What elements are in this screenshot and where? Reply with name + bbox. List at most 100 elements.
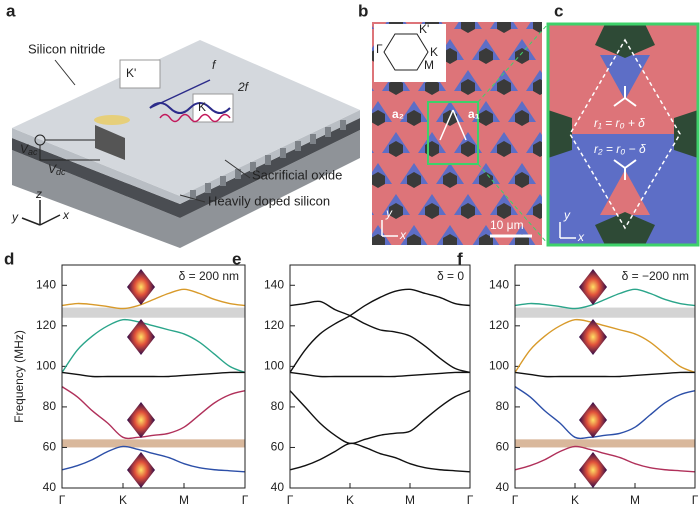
y-tick-label: 120 — [489, 318, 509, 332]
panel-letter: f — [457, 249, 463, 268]
y-tick-label: 140 — [36, 277, 56, 291]
label: z — [35, 187, 42, 201]
panel-letter: d — [4, 249, 14, 268]
axes-triad — [21, 200, 61, 226]
label: Vdc — [48, 162, 66, 177]
band-line — [289, 442, 471, 473]
x-tick-label: K — [119, 493, 127, 507]
annotation: δ = −200 nm — [622, 269, 689, 283]
y-tick-label: 100 — [36, 359, 56, 373]
y-tick-label: 40 — [271, 480, 285, 494]
annotation: δ = 0 — [437, 269, 464, 283]
label: K — [430, 45, 438, 59]
holes — [190, 120, 346, 200]
label: x — [577, 230, 585, 244]
label: Γ — [376, 42, 383, 56]
y-tick-label: 80 — [496, 399, 510, 413]
plot-frame — [514, 264, 696, 489]
x-tick-label: K — [571, 493, 579, 507]
plot-frame — [289, 264, 471, 489]
label: r₁ = r₀ + δ — [594, 116, 645, 130]
radius-arrows — [613, 86, 637, 180]
label: Sacrificial oxide — [252, 167, 342, 182]
y-tick-label: 120 — [264, 318, 284, 332]
zoom-box — [427, 101, 479, 165]
label: 2f — [237, 80, 250, 94]
x-tick-label: M — [179, 493, 189, 507]
mode-profile — [127, 269, 155, 305]
panel-letter: c — [554, 1, 563, 20]
band-gap — [62, 307, 245, 318]
y-tick-label: 100 — [264, 359, 284, 373]
band-line — [61, 386, 246, 440]
y-tick-label: 140 — [489, 277, 509, 291]
pointer — [54, 59, 76, 86]
mode-profile — [579, 269, 607, 305]
label: K — [198, 100, 206, 114]
x-tick-label: Γ — [692, 493, 699, 507]
x-tick-label: Γ — [242, 493, 249, 507]
y-tick-label: 40 — [43, 480, 57, 494]
wave-f — [149, 102, 231, 114]
label: Heavily doped silicon — [208, 193, 330, 208]
x-tick-label: Γ — [59, 493, 66, 507]
band-line — [61, 371, 246, 378]
x-tick-label: M — [630, 493, 640, 507]
mode-profile — [579, 402, 607, 438]
axes — [381, 220, 398, 237]
band-line — [289, 390, 471, 445]
y-tick-label: 80 — [271, 399, 285, 413]
label: K' — [419, 22, 429, 36]
slab-top — [12, 40, 360, 196]
x-tick-label: Γ — [287, 493, 294, 507]
label: y — [11, 210, 19, 224]
label: x — [62, 208, 70, 222]
y-tick-label: 60 — [43, 440, 57, 454]
annotation: δ = 200 nm — [179, 269, 239, 283]
band-gap — [515, 439, 695, 448]
label: Vac — [20, 142, 38, 157]
valley-inset — [119, 59, 161, 89]
y-tick-label: 120 — [36, 318, 56, 332]
wave-2f — [159, 113, 231, 123]
band-line — [514, 318, 696, 374]
y-tick-label: 60 — [496, 440, 510, 454]
x-tick-label: K — [346, 493, 354, 507]
axes — [559, 222, 576, 239]
mode-profile — [127, 319, 155, 355]
mode-profile — [579, 452, 607, 488]
nitride-edge — [12, 110, 360, 204]
region — [600, 55, 650, 100]
y-tick-label: 140 — [264, 277, 284, 291]
hexagon — [674, 110, 698, 158]
mode-profile — [127, 402, 155, 438]
wire — [39, 139, 100, 161]
band-gap — [62, 439, 245, 448]
pointer — [224, 159, 251, 179]
label: r₂ = r₀ − δ — [594, 142, 646, 156]
panel-letter: b — [358, 1, 368, 20]
band-line — [514, 386, 696, 440]
band-line — [61, 318, 246, 374]
label: a₁ — [468, 107, 480, 121]
hexagon — [548, 110, 572, 158]
label: y — [563, 208, 571, 222]
zoom-lines — [477, 23, 549, 245]
y-tick-label: 100 — [489, 359, 509, 373]
slab-side — [12, 130, 360, 248]
pointer — [179, 194, 206, 203]
mode-profile — [579, 319, 607, 355]
panel-c: c r₁ = r₀ + δ r₂ = r₀ − δ x y — [546, 1, 700, 247]
panel-letter: e — [232, 249, 241, 268]
y-tick-label: 80 — [43, 399, 57, 413]
label: a₂ — [392, 107, 404, 121]
y-tick-label: 60 — [271, 440, 285, 454]
label: 10 μm — [490, 218, 524, 232]
y-tick-label: 40 — [496, 480, 510, 494]
panel-b: b Γ K' K M a₂ a₁ 10 μm x y — [358, 1, 549, 245]
label: Silicon nitride — [28, 41, 105, 56]
label: K' — [126, 66, 136, 80]
band-line — [289, 300, 471, 374]
cutout — [95, 125, 125, 160]
